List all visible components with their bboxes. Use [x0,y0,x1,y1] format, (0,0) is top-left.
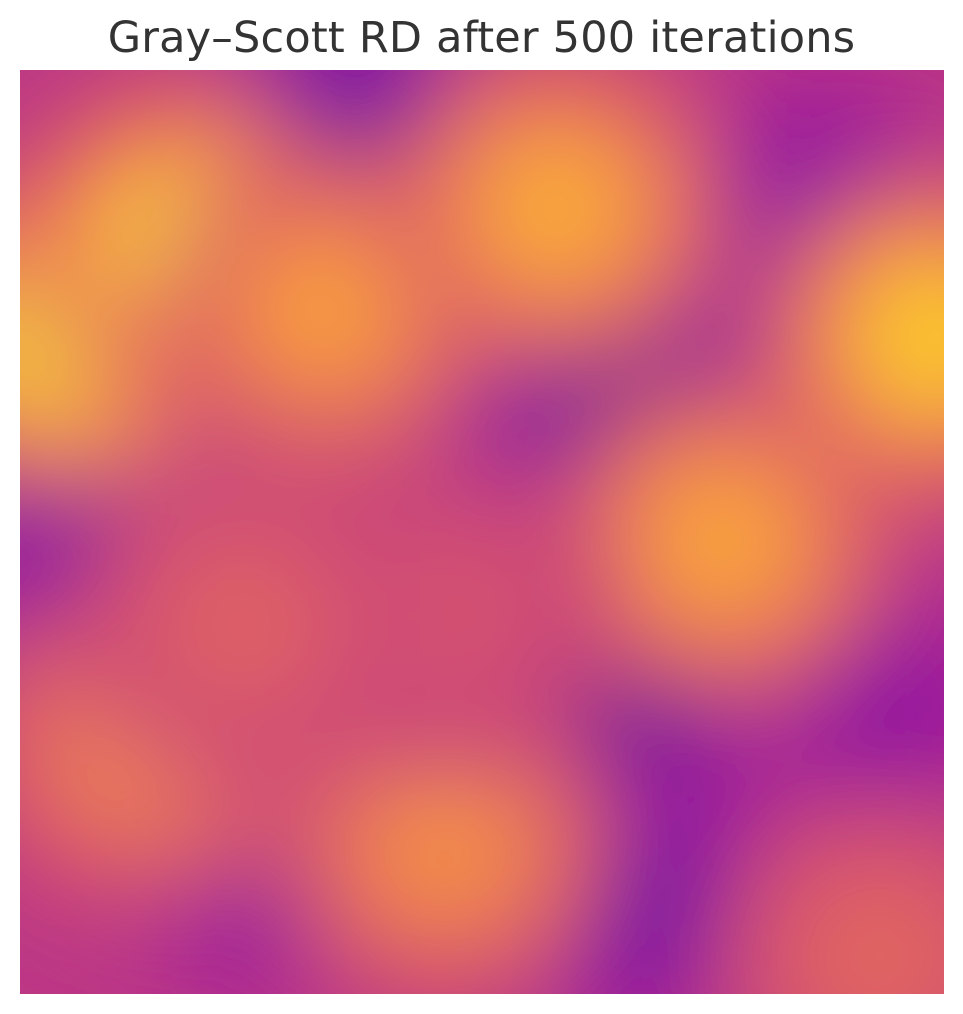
chart-title: Gray–Scott RD after 500 iterations [107,13,856,63]
heatmap-high-region [483,139,629,278]
heatmap-plot-area [20,70,944,994]
heatmap-high-region [372,776,518,916]
heatmap-high-region [862,268,944,408]
heatmap-high-region [806,887,944,994]
heatmap-high-region [649,471,796,611]
heatmap-high-region [252,240,398,380]
heatmap-low-region [813,644,944,771]
heatmap [20,70,944,994]
heatmap-high-region [168,555,315,694]
